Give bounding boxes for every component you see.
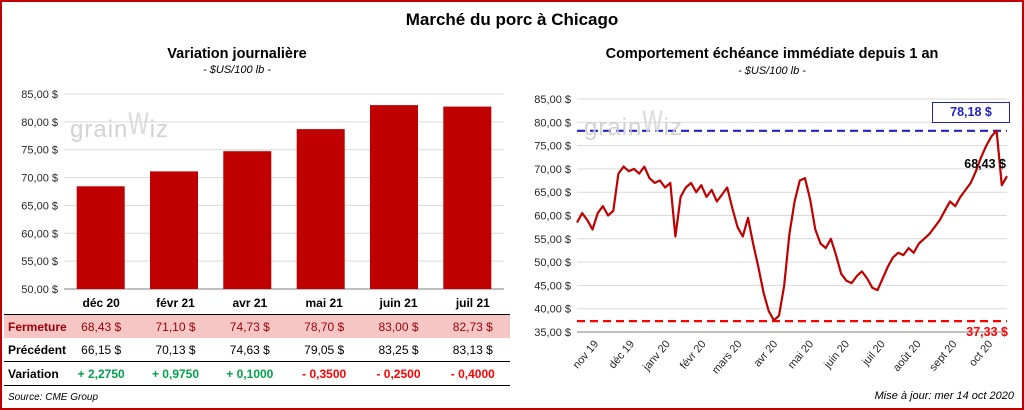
watermark-text: grain — [70, 116, 129, 143]
table-cell: 83,25 $ — [378, 342, 419, 357]
table-cell: + 0,1000 — [226, 366, 274, 381]
svg-text:juil 20: juil 20 — [860, 338, 888, 369]
column-header: déc 20 — [82, 296, 120, 310]
bar — [76, 186, 125, 289]
grainwiz-watermark: grainwiz — [70, 98, 169, 144]
svg-text:65,00 $: 65,00 $ — [21, 200, 58, 212]
svg-text:50,00 $: 50,00 $ — [21, 284, 58, 294]
table-cell: 68,43 $ — [81, 319, 122, 334]
table-cell: + 2,2750 — [77, 366, 125, 381]
table-cell: 74,63 $ — [229, 342, 270, 357]
svg-text:75,00 $: 75,00 $ — [534, 141, 571, 153]
table-cell: 70,13 $ — [155, 342, 196, 357]
svg-text:oct 20: oct 20 — [967, 338, 995, 369]
watermark-mark-icon: w — [642, 95, 664, 141]
column-header: juil 21 — [455, 296, 490, 310]
line-chart-title: Comportement échéance immédiate depuis 1… — [605, 46, 939, 62]
last-value-label: 68,43 $ — [964, 157, 1006, 171]
row-label: Variation — [8, 366, 59, 381]
price-series — [576, 129, 1008, 322]
svg-text:85,00 $: 85,00 $ — [21, 89, 58, 101]
bar — [443, 106, 492, 289]
update-note: Mise à jour: mer 14 oct 2020 — [874, 390, 1014, 402]
svg-text:avr 20: avr 20 — [752, 338, 781, 369]
svg-text:65,00 $: 65,00 $ — [534, 187, 571, 199]
svg-text:60,00 $: 60,00 $ — [21, 228, 58, 240]
column-header: avr 21 — [232, 296, 268, 310]
table-cell: 66,15 $ — [81, 342, 122, 357]
watermark-mark-icon: w — [128, 97, 150, 143]
svg-text:60,00 $: 60,00 $ — [534, 211, 571, 223]
line-chart-subtitle: - $US/100 lb - — [738, 65, 806, 77]
svg-text:75,00 $: 75,00 $ — [21, 145, 58, 157]
svg-text:55,00 $: 55,00 $ — [21, 256, 58, 268]
svg-text:45,00 $: 45,00 $ — [534, 280, 571, 292]
column-header: juin 21 — [379, 296, 418, 310]
price-table: déc 20 févr 21 avr 21 mai 21 juin 21 juil 21 F… — [4, 292, 510, 386]
table-header-row: déc 20 févr 21 avr 21 mai 21 juin 21 juil 21 — [4, 292, 510, 315]
table-row-variation: Variation + 2,2750 + 0,9750 + 0,1000 - 0,350… — [4, 362, 510, 386]
bar-chart-subtitle: - $US/100 lb - — [203, 64, 271, 76]
high-reference-label: 78,18 $ — [932, 102, 1010, 123]
table-cell: 74,73 $ — [229, 319, 270, 334]
grainwiz-watermark: grainwiz — [584, 96, 683, 142]
svg-text:40,00 $: 40,00 $ — [534, 304, 571, 316]
table-cell: - 0,3500 — [302, 366, 347, 381]
svg-text:35,00 $: 35,00 $ — [534, 327, 571, 339]
svg-text:sept 20: sept 20 — [927, 338, 959, 373]
table-cell: 83,13 $ — [452, 342, 493, 357]
bar — [223, 151, 272, 289]
table-cell: 79,05 $ — [304, 342, 345, 357]
row-label: Précédent — [8, 342, 67, 357]
line-chart: 85,00 $ 80,00 $ 75,00 $ 70,00 $ 65,00 $ 60,00… — [534, 94, 1008, 376]
watermark-text: iz — [663, 114, 683, 141]
table-row-previous: Précédent 66,15 $ 70,13 $ 74,63 $ 79,05 $ 83,… — [4, 338, 510, 362]
table-cell: 78,70 $ — [304, 319, 345, 334]
svg-text:janv 20: janv 20 — [640, 338, 673, 374]
column-header: févr 21 — [156, 296, 195, 310]
source-note: Source: CME Group — [8, 392, 99, 403]
svg-text:50,00 $: 50,00 $ — [534, 257, 571, 269]
svg-text:juin 20: juin 20 — [821, 338, 852, 371]
table-cell: - 0,4000 — [450, 366, 495, 381]
svg-text:févr 20: févr 20 — [678, 338, 709, 371]
bar — [150, 171, 198, 289]
svg-text:mars 20: mars 20 — [710, 338, 745, 376]
table-cell: - 0,2500 — [376, 366, 421, 381]
svg-text:70,00 $: 70,00 $ — [21, 173, 58, 185]
column-header: mai 21 — [305, 296, 343, 310]
svg-text:août 20: août 20 — [891, 338, 924, 374]
svg-text:55,00 $: 55,00 $ — [534, 234, 571, 246]
page-title: Marché du porc à Chicago — [405, 10, 619, 29]
bar-chart-title: Variation journalière — [167, 46, 307, 62]
svg-text:85,00 $: 85,00 $ — [534, 94, 571, 106]
watermark-text: iz — [149, 116, 169, 143]
bar-chart: 85,00 $ 80,00 $ 75,00 $ 70,00 $ 65,00 $ 60,00… — [21, 89, 504, 294]
svg-text:80,00 $: 80,00 $ — [21, 117, 58, 129]
bar — [296, 129, 345, 289]
svg-text:déc 19: déc 19 — [607, 338, 637, 371]
svg-text:nov 19: nov 19 — [571, 338, 601, 371]
svg-text:70,00 $: 70,00 $ — [534, 164, 571, 176]
table-row-close: Fermeture 68,43 $ 71,10 $ 74,73 $ 78,70 $ 83,… — [4, 315, 510, 338]
svg-text:80,00 $: 80,00 $ — [534, 117, 571, 129]
table-cell: 71,10 $ — [155, 319, 196, 334]
watermark-text: grain — [584, 114, 643, 141]
table-cell: 83,00 $ — [378, 319, 419, 334]
svg-text:mai 20: mai 20 — [786, 338, 816, 371]
table-cell: + 0,9750 — [151, 366, 200, 381]
table-cell: 82,73 $ — [452, 319, 493, 334]
row-label: Fermeture — [8, 319, 67, 334]
bar — [370, 105, 418, 289]
low-reference-label: 37,33 $ — [966, 325, 1008, 339]
